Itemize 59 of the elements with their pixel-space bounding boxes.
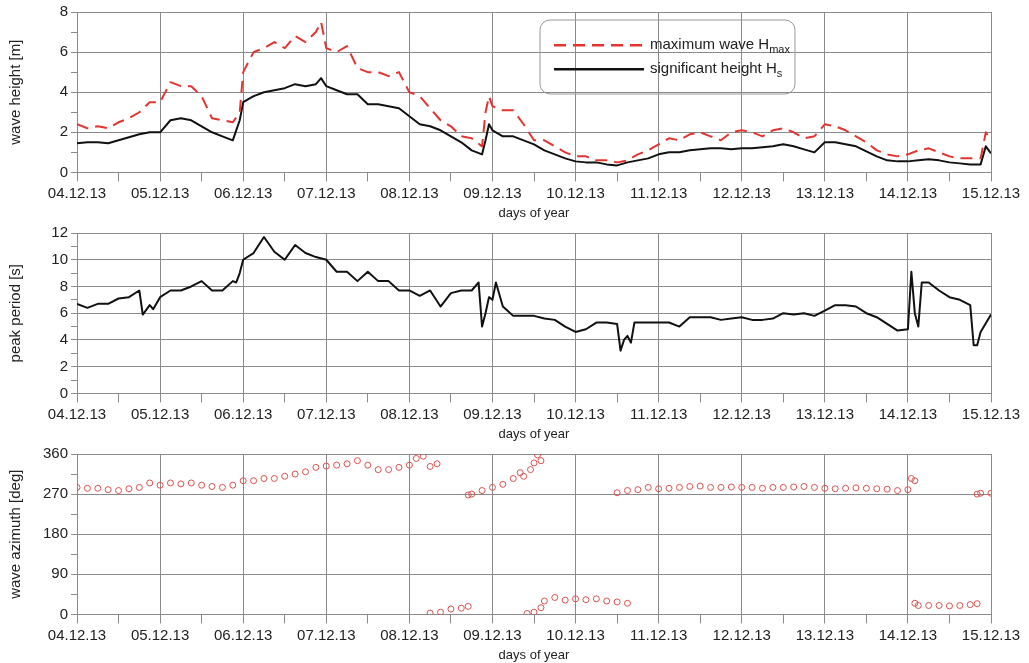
- y-tick-label: 6: [59, 42, 68, 60]
- y-tick-label: 360: [42, 444, 68, 462]
- x-tick-label: 10.12.13: [546, 625, 605, 643]
- x-tick-label: 05.12.13: [130, 183, 190, 201]
- y-tick-label: 4: [59, 82, 68, 100]
- x-tick-label: 15.12.13: [961, 625, 1021, 643]
- y-tick-label: 6: [59, 303, 68, 321]
- x-tick-label: 08.12.13: [380, 404, 439, 422]
- y-tick-label: 8: [59, 2, 68, 20]
- x-tick-label: 11.12.13: [630, 404, 688, 422]
- y-tick-label: 180: [42, 524, 68, 542]
- x-axis-title: days of year: [498, 646, 571, 662]
- y-tick-label: 4: [59, 330, 68, 348]
- x-axis-title: days of year: [498, 204, 571, 220]
- y-tick-label: 8: [59, 276, 68, 294]
- x-tick-label: 14.12.13: [878, 404, 938, 422]
- x-tick-label: 10.12.13: [546, 183, 605, 201]
- x-tick-label: 09.12.13: [463, 625, 522, 643]
- x-axis-title: days of year: [498, 425, 571, 441]
- x-tick-label: 11.12.13: [630, 625, 688, 643]
- x-tick-label: 07.12.13: [297, 625, 356, 643]
- y-axis-title: wave height [m]: [6, 39, 24, 146]
- x-tick-label: 06.12.13: [213, 404, 273, 422]
- x-tick-label: 07.12.13: [297, 404, 356, 422]
- x-tick-label: 15.12.13: [961, 404, 1021, 422]
- x-tick-label: 13.12.13: [795, 404, 855, 422]
- x-tick-label: 09.12.13: [463, 404, 522, 422]
- x-tick-label: 13.12.13: [795, 183, 855, 201]
- y-tick-label: 12: [51, 223, 68, 241]
- x-tick-label: 06.12.13: [213, 183, 273, 201]
- x-tick-label: 12.12.13: [712, 625, 771, 643]
- x-tick-label: 05.12.13: [130, 404, 190, 422]
- x-tick-label: 09.12.13: [463, 183, 522, 201]
- y-tick-label: 0: [59, 604, 68, 622]
- y-tick-label: 0: [59, 162, 68, 180]
- x-tick-label: 15.12.13: [961, 183, 1021, 201]
- x-tick-label: 06.12.13: [213, 625, 273, 643]
- x-tick-label: 10.12.13: [546, 404, 605, 422]
- y-tick-label: 2: [59, 122, 68, 140]
- x-tick-label: 08.12.13: [380, 625, 439, 643]
- x-tick-label: 07.12.13: [297, 183, 356, 201]
- x-tick-label: 12.12.13: [712, 404, 771, 422]
- y-axis-title: wave azimuth [deg]: [6, 469, 24, 600]
- y-tick-label: 0: [59, 383, 68, 401]
- x-tick-label: 04.12.13: [47, 625, 107, 643]
- x-tick-label: 11.12.13: [630, 183, 688, 201]
- x-tick-label: 14.12.13: [878, 183, 938, 201]
- x-tick-label: 14.12.13: [878, 625, 938, 643]
- x-tick-label: 04.12.13: [47, 183, 107, 201]
- x-tick-label: 04.12.13: [47, 404, 107, 422]
- y-tick-label: 2: [59, 356, 68, 374]
- x-tick-label: 08.12.13: [380, 183, 439, 201]
- x-tick-label: 12.12.13: [712, 183, 771, 201]
- x-tick-label: 13.12.13: [795, 625, 855, 643]
- y-axis-title: peak period [s]: [6, 264, 24, 363]
- x-tick-label: 05.12.13: [130, 625, 190, 643]
- y-tick-label: 10: [51, 249, 68, 267]
- y-tick-label: 90: [51, 564, 68, 582]
- y-tick-label: 270: [42, 484, 68, 502]
